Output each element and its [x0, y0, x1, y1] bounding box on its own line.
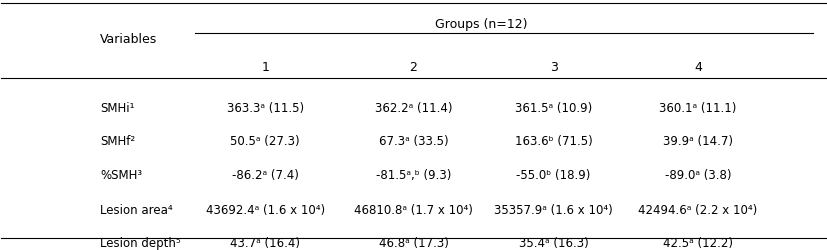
Text: Lesion area⁴: Lesion area⁴: [100, 203, 173, 216]
Text: 35.4ᵃ (16.3): 35.4ᵃ (16.3): [519, 236, 589, 249]
Text: 1: 1: [261, 61, 269, 74]
Text: %SMH³: %SMH³: [100, 168, 142, 181]
Text: SMHi¹: SMHi¹: [100, 101, 135, 114]
Text: 39.9ᵃ (14.7): 39.9ᵃ (14.7): [663, 135, 733, 147]
Text: 4: 4: [694, 61, 702, 74]
Text: Lesion depth⁵: Lesion depth⁵: [100, 236, 181, 249]
Text: 163.6ᵇ (71.5): 163.6ᵇ (71.5): [514, 135, 592, 147]
Text: 363.3ᵃ (11.5): 363.3ᵃ (11.5): [227, 101, 304, 114]
Text: 361.5ᵃ (10.9): 361.5ᵃ (10.9): [515, 101, 592, 114]
Text: 43.7ᵃ (16.4): 43.7ᵃ (16.4): [230, 236, 300, 249]
Text: 46.8ᵃ (17.3): 46.8ᵃ (17.3): [379, 236, 448, 249]
Text: 67.3ᵃ (33.5): 67.3ᵃ (33.5): [379, 135, 448, 147]
Text: -55.0ᵇ (18.9): -55.0ᵇ (18.9): [516, 168, 590, 181]
Text: SMHf²: SMHf²: [100, 135, 136, 147]
Text: -86.2ᵃ (7.4): -86.2ᵃ (7.4): [232, 168, 299, 181]
Text: 360.1ᵃ (11.1): 360.1ᵃ (11.1): [659, 101, 737, 114]
Text: Variables: Variables: [100, 33, 158, 46]
Text: 50.5ᵃ (27.3): 50.5ᵃ (27.3): [231, 135, 300, 147]
Text: 2: 2: [409, 61, 418, 74]
Text: 35357.9ᵃ (1.6 x 10⁴): 35357.9ᵃ (1.6 x 10⁴): [495, 203, 613, 216]
Text: 46810.8ᵃ (1.7 x 10⁴): 46810.8ᵃ (1.7 x 10⁴): [354, 203, 473, 216]
Text: 42.5ᵃ (12.2): 42.5ᵃ (12.2): [663, 236, 733, 249]
Text: Groups (n=12): Groups (n=12): [435, 18, 528, 31]
Text: -81.5ᵃ,ᵇ (9.3): -81.5ᵃ,ᵇ (9.3): [375, 168, 452, 181]
Text: -89.0ᵃ (3.8): -89.0ᵃ (3.8): [665, 168, 731, 181]
Text: 43692.4ᵃ (1.6 x 10⁴): 43692.4ᵃ (1.6 x 10⁴): [206, 203, 325, 216]
Text: 362.2ᵃ (11.4): 362.2ᵃ (11.4): [375, 101, 452, 114]
Text: 42494.6ᵃ (2.2 x 10⁴): 42494.6ᵃ (2.2 x 10⁴): [638, 203, 758, 216]
Text: 3: 3: [550, 61, 557, 74]
